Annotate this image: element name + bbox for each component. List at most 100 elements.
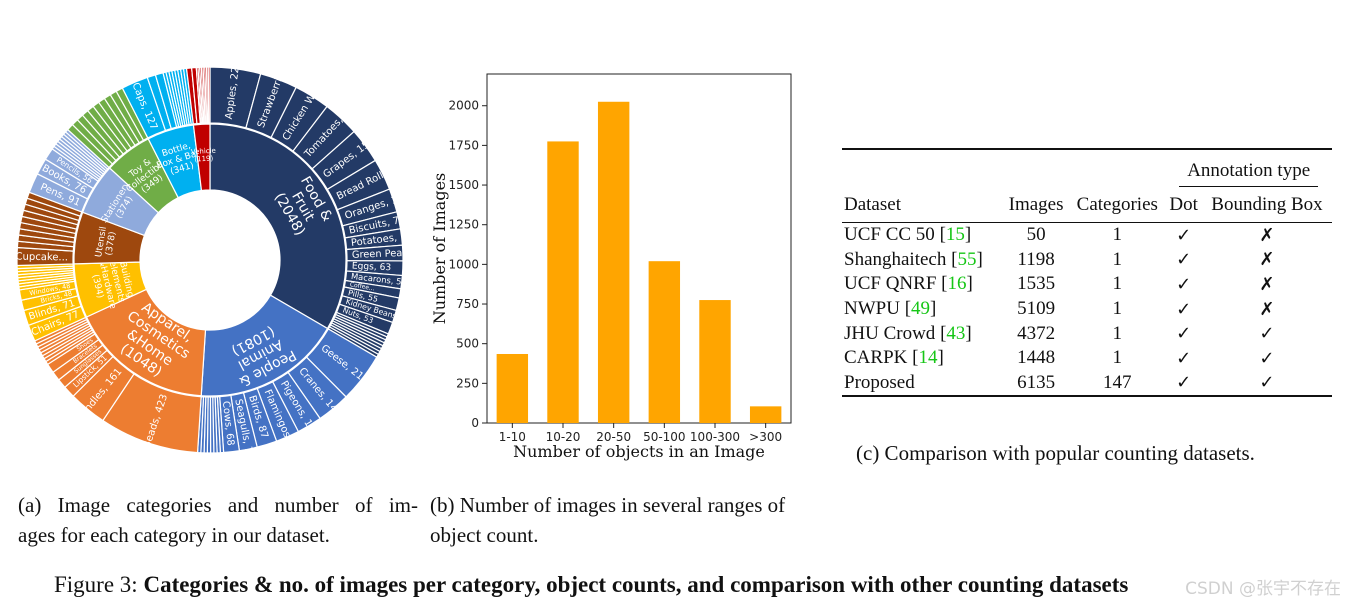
citation-link[interactable]: 49 [911, 298, 931, 320]
dot-annotation-mark: ✓ [1176, 249, 1192, 271]
inner-category-segment [209, 123, 347, 330]
y-tick-label: 500 [456, 337, 479, 351]
subcategory-label: Green Peas, 68 [352, 247, 410, 261]
categories-count: 147 [1103, 371, 1132, 393]
dataset-name-text: JHU Crowd [844, 322, 941, 344]
images-count: 4372 [1017, 322, 1056, 344]
images-count: 1535 [1017, 273, 1056, 295]
x-tick-label: 50-100 [643, 430, 686, 444]
subcategory-label: Eggs, 63 [352, 262, 392, 274]
dataset-name: UCF CC 50 [15] [844, 224, 972, 246]
caption-c: (c) Comparison with popular counting dat… [856, 441, 1255, 465]
subcategory-label: Cupcake... [16, 252, 69, 264]
citation-link[interactable]: 43 [946, 322, 966, 344]
dot-annotation-mark: ✓ [1176, 298, 1192, 320]
images-count: 5109 [1017, 298, 1056, 320]
x-tick-label: >300 [749, 430, 782, 444]
dot-annotation-mark: ✓ [1176, 323, 1192, 345]
box-annotation-mark: ✗ [1259, 249, 1275, 271]
bar [699, 300, 731, 423]
table-row: UCF QNRF [16] 1535 1 ✓ ✗ [842, 272, 1332, 297]
y-tick-label: 1500 [448, 178, 479, 192]
categories-count: 1 [1112, 347, 1123, 369]
box-annotation-mark: ✗ [1259, 273, 1275, 295]
col-images: Images [1008, 194, 1064, 215]
box-annotation-mark: ✓ [1259, 372, 1275, 394]
dataset-name: Shanghaitech [55] [844, 248, 983, 270]
col-dot: Dot [1169, 194, 1198, 215]
bar [547, 141, 579, 423]
table-row: Shanghaitech [55] 1198 1 ✓ ✗ [842, 248, 1332, 273]
plot-frame [486, 73, 792, 424]
images-count: 1448 [1017, 347, 1056, 369]
x-tick-label: 20-50 [596, 430, 631, 444]
categories-count: 1 [1112, 322, 1123, 344]
subcategory-label: Cows, 68 [220, 401, 236, 447]
y-tick-label: 2000 [448, 99, 479, 113]
caption-a: (a) Image categories and number of im- a… [18, 493, 418, 547]
y-tick-label: 1000 [448, 257, 479, 271]
y-tick-label: 750 [456, 297, 479, 311]
bar [597, 101, 630, 424]
y-tick-label: 1250 [448, 218, 479, 232]
dataset-name-text: UCF CC 50 [844, 224, 940, 246]
x-tick-label: 100-300 [690, 430, 740, 444]
images-count: 6135 [1017, 371, 1056, 393]
object-count-bar-chart: 0 250 500 750 1000 1250 1500 1750 2000 1-10 10-20 2… [430, 73, 792, 461]
table-row: NWPU [49] 5109 1 ✓ ✗ [842, 297, 1332, 322]
caption-b: (b) Number of images in several ranges o… [430, 493, 786, 547]
outer-subcategory-segment [207, 66, 211, 124]
dataset-name: NWPU [49] [844, 298, 937, 320]
inner-category-segment [85, 288, 207, 397]
dot-annotation-mark: ✓ [1176, 273, 1192, 295]
dataset-name: JHU Crowd [43] [844, 322, 972, 344]
dot-annotation-mark: ✓ [1176, 224, 1192, 246]
figure-caption: Figure 3: Categories & no. of images per… [54, 572, 1128, 598]
dot-annotation-mark: ✓ [1176, 372, 1192, 394]
col-dataset: Dataset [844, 194, 901, 215]
bar [749, 406, 782, 423]
figure-caption-text: Categories & no. of images per category,… [143, 572, 1129, 597]
x-tick-label: 10-20 [546, 430, 581, 444]
categories-count: 1 [1112, 273, 1123, 295]
table-row: JHU Crowd [43] 4372 1 ✓ ✓ [842, 321, 1332, 346]
comparison-table: Annotation type Dataset Images Categorie… [842, 148, 1332, 397]
y-tick-label: 0 [471, 416, 479, 430]
images-count: 50 [1026, 224, 1046, 246]
y-axis-label: Number of Images [430, 173, 449, 325]
categories-count: 1 [1112, 298, 1123, 320]
category-label: Vehicle(119) [191, 147, 217, 164]
box-annotation-mark: ✓ [1259, 347, 1275, 369]
y-tick-label: 1750 [448, 138, 479, 152]
citation-link[interactable]: 16 [947, 273, 967, 295]
dataset-name-text: Shanghaitech [844, 248, 952, 270]
box-annotation-mark: ✓ [1259, 323, 1275, 345]
inner-category-segment [192, 123, 211, 192]
y-tick-label: 250 [456, 376, 479, 390]
x-axis-label: Number of objects in an Image [513, 442, 765, 461]
dataset-name: CARPK [14] [844, 347, 944, 369]
citation-link[interactable]: 14 [918, 347, 938, 369]
annotation-type-header: Annotation type [1165, 149, 1332, 188]
table-row: UCF CC 50 [15] 50 1 ✓ ✗ [842, 222, 1332, 248]
x-tick-label: 1-10 [499, 430, 526, 444]
category-label: Bottle,Box & Bag(341) [153, 138, 207, 180]
images-count: 1198 [1017, 248, 1055, 270]
col-categories: Categories [1076, 194, 1158, 215]
category-label: Buildingelements&Hardware(394) [87, 254, 137, 313]
bar [496, 353, 529, 423]
subcategory-label: Coffee... [349, 281, 375, 292]
col-bounding-box: Bounding Box [1211, 194, 1323, 215]
dataset-name-text: NWPU [844, 298, 905, 320]
watermark: CSDN @张宇不存在 [1185, 579, 1341, 599]
box-annotation-mark: ✗ [1259, 224, 1275, 246]
citation-link[interactable]: 55 [957, 248, 977, 270]
table-row: Proposed 6135 147 ✓ ✓ [842, 371, 1332, 397]
dataset-name-text: Proposed [844, 371, 915, 393]
dataset-name: UCF QNRF [16] [844, 273, 973, 295]
dataset-name-text: CARPK [844, 347, 913, 369]
citation-link[interactable]: 15 [945, 224, 965, 246]
box-annotation-mark: ✗ [1259, 298, 1275, 320]
figure-caption-prefix: Figure 3: [54, 572, 144, 597]
